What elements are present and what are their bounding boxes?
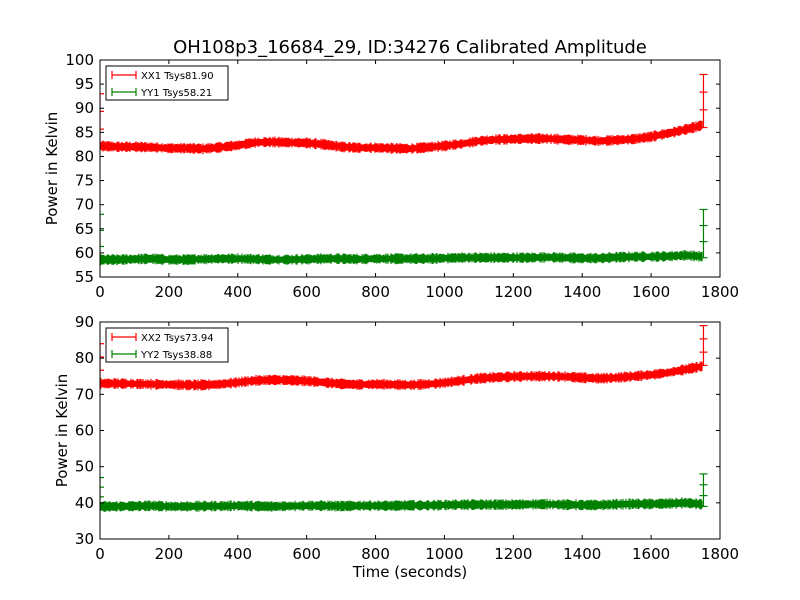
series-band (100, 120, 703, 155)
figure-title: OH108p3_16684_29, ID:34276 Calibrated Am… (173, 37, 647, 58)
x-tick-label: 1400 (563, 545, 601, 563)
x-tick-label: 800 (361, 283, 390, 301)
series-2 (100, 208, 708, 266)
y-tick-label: 75 (75, 172, 94, 190)
x-tick-label: 1000 (425, 545, 463, 563)
series-band (100, 497, 703, 512)
series-band (100, 361, 703, 391)
legend-label: XX2 Tsys73.94 (141, 333, 214, 344)
y-tick-label: 95 (75, 75, 94, 93)
x-tick-label: 1800 (701, 545, 739, 563)
x-tick-label: 1000 (425, 283, 463, 301)
legend: XX1 Tsys81.90 YY1 Tsys58.21 (105, 65, 229, 101)
x-tick-label: 800 (361, 545, 390, 563)
x-tick-label: 1400 (563, 283, 601, 301)
legend-entry: YY1 Tsys58.21 (111, 88, 212, 99)
series-group (100, 73, 708, 266)
legend-label: XX1 Tsys81.90 (141, 71, 214, 82)
y-tick-label: 65 (75, 220, 94, 238)
x-tick-label: 1800 (701, 283, 739, 301)
plot-frame (99, 59, 721, 278)
y-tick-label: 90 (75, 99, 94, 117)
bottom-subplot: 0 200 400 600 800 1000 1200 1400 1600 1800 30 40 50 6… (53, 313, 739, 581)
x-tick-label: 0 (95, 283, 105, 301)
y-axis-label: Power in Kelvin (43, 112, 61, 226)
x-tick-label: 400 (223, 283, 252, 301)
y-tick-label: 70 (75, 385, 94, 403)
x-tick-label: 200 (155, 545, 184, 563)
x-tick-label: 0 (95, 545, 105, 563)
y-tick-label: 90 (75, 313, 94, 331)
y-tick-label: 70 (75, 196, 94, 214)
legend-label: YY2 Tsys38.88 (140, 350, 212, 361)
series-2 (100, 473, 708, 512)
y-tick-label: 60 (75, 244, 94, 262)
y-tick-label: 85 (75, 123, 94, 141)
legend-box (105, 65, 229, 101)
x-tick-label: 400 (223, 545, 252, 563)
y-tick-label: 50 (75, 458, 94, 476)
x-tick-label: 600 (292, 283, 321, 301)
y-tick-label: 55 (75, 268, 94, 286)
y-tick-label: 80 (75, 349, 94, 367)
legend-entry: XX1 Tsys81.90 (111, 71, 214, 82)
x-axis-label: Time (seconds) (352, 563, 468, 581)
legend-label: YY1 Tsys58.21 (140, 88, 212, 99)
y-axis-label: Power in Kelvin (53, 374, 71, 488)
legend-entry: YY2 Tsys38.88 (111, 350, 212, 361)
x-tick-label: 1200 (494, 545, 532, 563)
x-tick-label: 200 (155, 283, 184, 301)
legend-entry: XX2 Tsys73.94 (111, 333, 214, 344)
series-group (100, 325, 708, 512)
series-band (100, 250, 703, 266)
legend: XX2 Tsys73.94 YY2 Tsys38.88 (105, 327, 229, 363)
top-subplot: 0 200 400 600 800 1000 1200 1400 1600 1800 55 60 65 7… (43, 51, 739, 301)
x-tick-label: 1600 (632, 283, 670, 301)
y-tick-label: 80 (75, 147, 94, 165)
series-1 (100, 73, 708, 155)
x-tick-label: 1600 (632, 545, 670, 563)
series-1 (100, 325, 708, 391)
y-tick-label: 60 (75, 422, 94, 440)
y-tick-label: 40 (75, 494, 94, 512)
legend-box (105, 327, 229, 363)
y-tick-label: 100 (65, 51, 94, 69)
x-tick-label: 1200 (494, 283, 532, 301)
y-tick-label: 30 (75, 530, 94, 548)
x-tick-label: 600 (292, 545, 321, 563)
